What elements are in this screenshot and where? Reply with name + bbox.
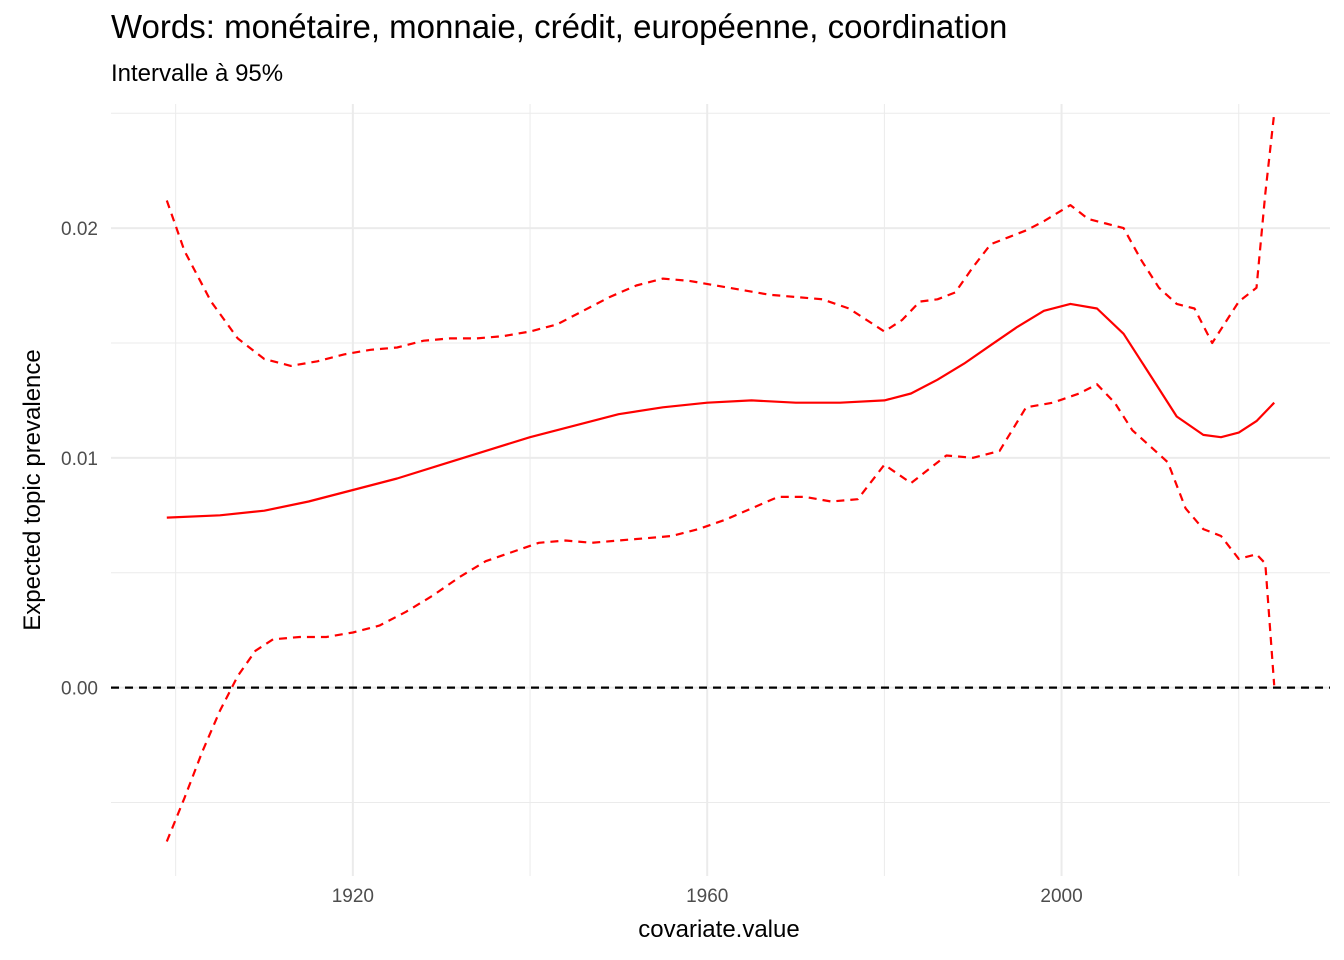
chart-title: Words: monétaire, monnaie, crédit, europ… [111,8,1008,45]
y-tick-label: 0.00 [61,679,98,700]
x-tick-label: 2000 [1040,886,1082,907]
chart-subtitle: Intervalle à 95% [111,60,284,87]
y-tick-label: 0.01 [61,449,98,470]
series-line-upper-bound [165,113,1276,367]
x-axis-ticks: 1920 1960 2000 [332,886,1083,907]
x-tick-label: 1960 [686,886,728,907]
y-axis-ticks: 0.00 0.01 0.02 [61,219,98,700]
x-axis-title: covariate.value [638,916,799,943]
series-line-lower-bound [165,383,1276,842]
series-group [165,113,1276,842]
series-line-estimate [166,302,1275,519]
y-tick-label: 0.02 [61,219,98,240]
y-axis-title: Expected topic prevalence [19,349,46,631]
grid [111,104,1330,876]
x-tick-label: 1920 [332,886,374,907]
